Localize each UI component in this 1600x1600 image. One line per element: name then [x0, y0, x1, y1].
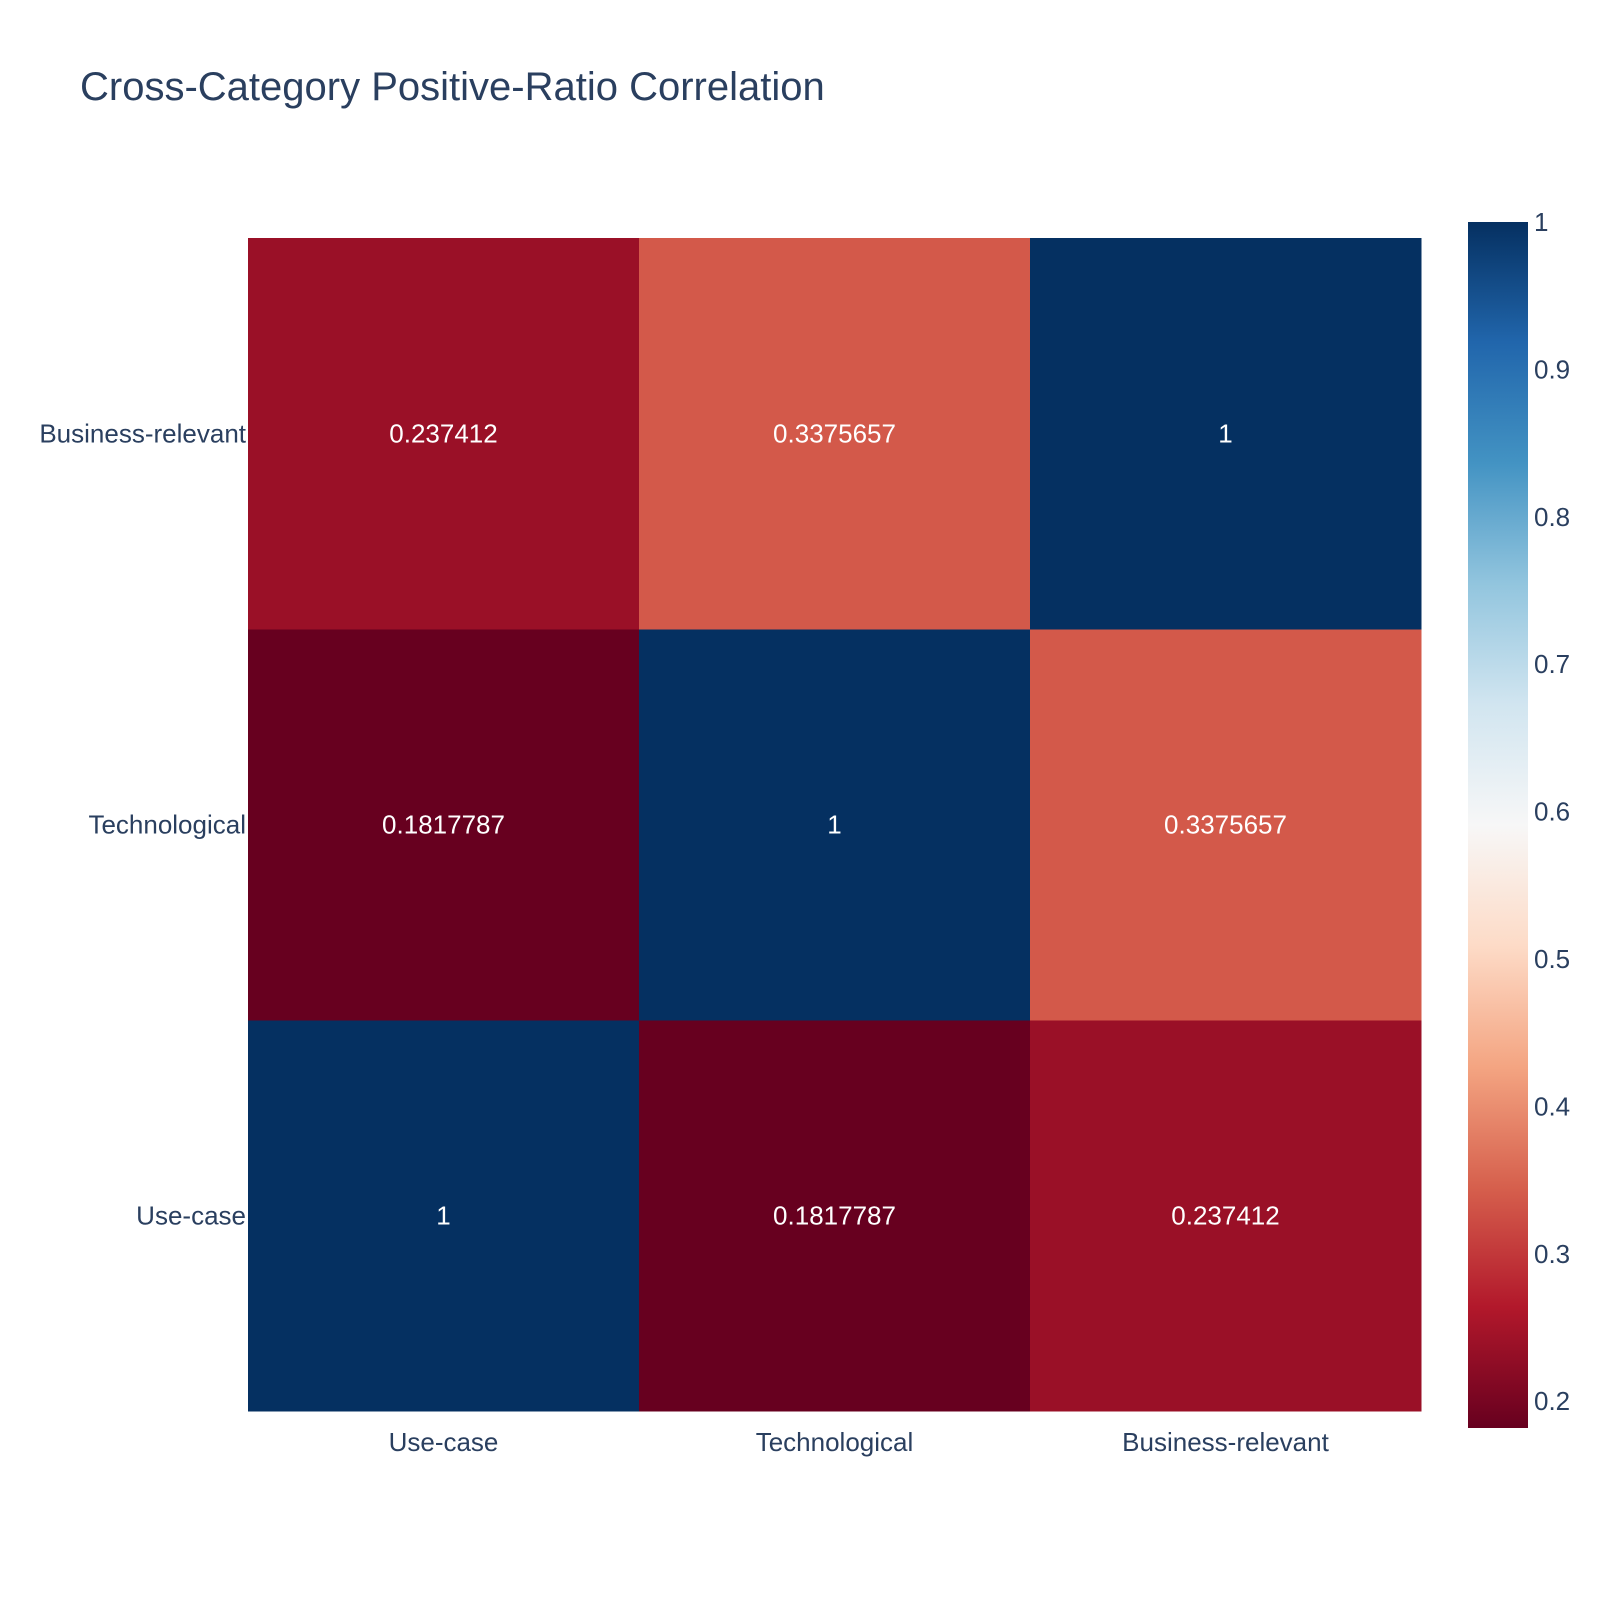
colorbar-tick-label: 0.2	[1534, 1386, 1570, 1416]
chart-title: Cross-Category Positive-Ratio Correlatio…	[80, 65, 825, 109]
colorbar-tick-label: 0.5	[1534, 944, 1570, 974]
cell-value-label-0-0: 1	[436, 1201, 450, 1231]
y-tick-label: Use-case	[136, 1201, 246, 1231]
colorbar-tick-label: 1	[1534, 207, 1548, 237]
heatmap-cell-1-1	[639, 629, 1031, 1021]
heatmap-cell-1-0	[248, 629, 640, 1021]
colorbar-tick-label: 0.3	[1534, 1239, 1570, 1269]
cell-value-label-0-2: 0.237412	[1171, 1201, 1279, 1231]
heatmap-cell-2-1	[639, 238, 1031, 630]
heatmap-cells: 1 0.1817787 0.237412 0.1817787 1 0.3375657 0.2…	[248, 238, 1422, 1412]
heatmap-cell-1-2	[1030, 629, 1422, 1021]
heatmap-cell-0-1	[639, 1020, 1031, 1412]
colorbar-tick-label: 0.4	[1534, 1091, 1570, 1121]
cell-value-label-1-0: 0.1817787	[382, 810, 505, 840]
x-tick-label: Technological	[756, 1427, 914, 1457]
heatmap-cell-2-0	[248, 238, 640, 630]
heatmap-cell-0-2	[1030, 1020, 1422, 1412]
heatmap-cell-2-2	[1030, 238, 1422, 630]
cell-value-label-2-1: 0.3375657	[773, 419, 896, 449]
y-tick-label: Business-relevant	[39, 419, 246, 449]
colorbar: 0.2 0.3 0.4 0.5 0.6 0.7 0.8 0.9 1	[1468, 207, 1570, 1428]
cell-value-label-2-2: 1	[1218, 419, 1232, 449]
colorbar-tick-label: 0.9	[1534, 354, 1570, 384]
heatmap-cell-0-0	[248, 1020, 640, 1412]
cell-value-label-1-2: 0.3375657	[1164, 810, 1287, 840]
x-tick-label: Business-relevant	[1122, 1427, 1329, 1457]
x-tick-label: Use-case	[389, 1427, 499, 1457]
x-axis: Use-case Technological Business-relevant	[389, 1427, 1330, 1457]
cell-value-label-1-1: 1	[827, 810, 841, 840]
colorbar-tick-label: 0.8	[1534, 502, 1570, 532]
colorbar-tick-label: 0.7	[1534, 649, 1570, 679]
colorbar-gradient	[1468, 222, 1528, 1428]
colorbar-tick-label: 0.6	[1534, 797, 1570, 827]
y-axis: Use-case Technological Business-relevant	[39, 419, 246, 1231]
y-tick-label: Technological	[88, 810, 246, 840]
cell-value-label-2-0: 0.237412	[389, 419, 497, 449]
cell-value-label-0-1: 0.1817787	[773, 1201, 896, 1231]
